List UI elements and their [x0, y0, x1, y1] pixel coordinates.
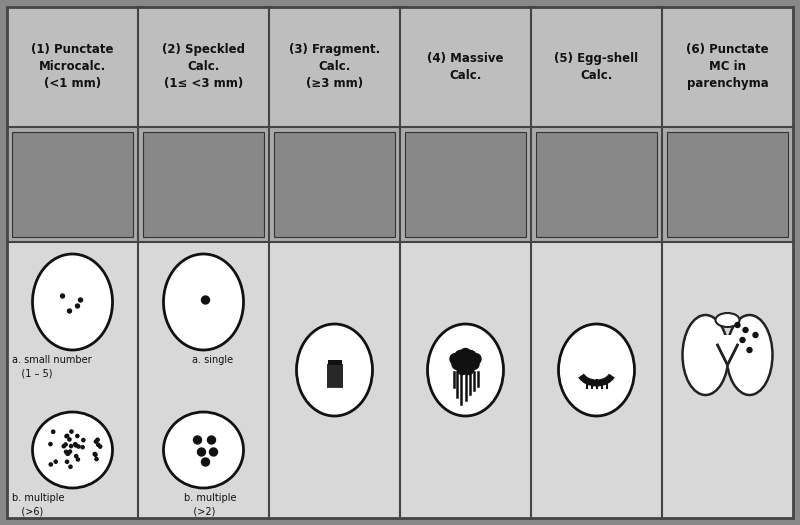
Circle shape	[70, 445, 73, 448]
Circle shape	[450, 353, 461, 364]
Circle shape	[93, 453, 96, 456]
Ellipse shape	[715, 313, 739, 327]
Text: (4) Massive
Calc.: (4) Massive Calc.	[427, 52, 504, 82]
Circle shape	[52, 430, 55, 433]
Circle shape	[66, 434, 69, 437]
Bar	[7, 7, 793, 127]
Circle shape	[194, 436, 202, 444]
Circle shape	[198, 448, 206, 456]
Circle shape	[81, 446, 84, 449]
Bar	[143, 132, 264, 237]
Ellipse shape	[558, 324, 634, 416]
Text: (2) Speckled
Calc.
(1≤ <3 mm): (2) Speckled Calc. (1≤ <3 mm)	[162, 44, 245, 90]
Circle shape	[75, 304, 79, 308]
Circle shape	[61, 294, 65, 298]
Circle shape	[463, 363, 474, 374]
Circle shape	[207, 436, 215, 444]
Polygon shape	[713, 335, 742, 365]
Text: (5) Egg-shell
Calc.: (5) Egg-shell Calc.	[554, 52, 638, 82]
Bar	[274, 132, 395, 237]
Circle shape	[97, 443, 100, 446]
Circle shape	[74, 443, 77, 446]
Circle shape	[753, 332, 758, 338]
Ellipse shape	[682, 315, 729, 395]
Circle shape	[77, 445, 80, 448]
Circle shape	[68, 450, 71, 453]
Circle shape	[76, 434, 79, 438]
Bar	[667, 132, 788, 237]
Circle shape	[54, 460, 58, 463]
Circle shape	[210, 448, 218, 456]
Circle shape	[76, 458, 79, 461]
Text: a. single: a. single	[191, 355, 233, 365]
Circle shape	[70, 430, 73, 433]
Circle shape	[202, 458, 210, 466]
Bar	[12, 132, 133, 237]
Circle shape	[62, 445, 66, 448]
Circle shape	[470, 353, 481, 364]
Circle shape	[65, 435, 68, 438]
Ellipse shape	[33, 412, 113, 488]
Circle shape	[747, 348, 752, 352]
Text: b. multiple
   (>2): b. multiple (>2)	[183, 493, 236, 516]
Ellipse shape	[163, 412, 243, 488]
Bar	[7, 127, 793, 242]
Ellipse shape	[427, 324, 503, 416]
Circle shape	[740, 338, 745, 342]
Circle shape	[78, 298, 82, 302]
Circle shape	[460, 356, 471, 368]
Circle shape	[98, 445, 102, 448]
Bar	[327, 360, 342, 365]
Circle shape	[49, 463, 52, 466]
Circle shape	[96, 438, 99, 442]
Circle shape	[457, 363, 468, 374]
Ellipse shape	[163, 254, 243, 350]
Text: b. multiple
   (>6): b. multiple (>6)	[12, 493, 65, 516]
Circle shape	[202, 296, 210, 304]
Text: (6) Punctate
MC in
parenchyma: (6) Punctate MC in parenchyma	[686, 44, 769, 90]
Circle shape	[68, 438, 71, 441]
Circle shape	[743, 328, 748, 332]
Circle shape	[82, 438, 85, 442]
Ellipse shape	[726, 315, 773, 395]
Circle shape	[64, 443, 67, 446]
Bar	[7, 242, 793, 518]
Circle shape	[735, 322, 740, 328]
Circle shape	[465, 351, 476, 362]
Circle shape	[66, 460, 69, 464]
Bar	[536, 132, 657, 237]
Circle shape	[49, 443, 52, 446]
Circle shape	[452, 359, 463, 370]
Text: (3) Fragment.
Calc.
(≥3 mm): (3) Fragment. Calc. (≥3 mm)	[289, 44, 380, 90]
Circle shape	[66, 452, 70, 455]
Circle shape	[69, 465, 72, 468]
Circle shape	[455, 351, 466, 362]
Circle shape	[94, 453, 97, 456]
Circle shape	[67, 309, 71, 313]
Text: a. small number
   (1 – 5): a. small number (1 – 5)	[12, 355, 92, 378]
Text: (1) Punctate
Microcalc.
(<1 mm): (1) Punctate Microcalc. (<1 mm)	[31, 44, 114, 90]
Circle shape	[460, 349, 471, 360]
Circle shape	[66, 452, 69, 455]
Circle shape	[94, 440, 98, 443]
Circle shape	[65, 450, 68, 454]
Bar	[405, 132, 526, 237]
Circle shape	[74, 444, 78, 447]
Ellipse shape	[33, 254, 113, 350]
Circle shape	[468, 359, 479, 370]
Circle shape	[74, 455, 78, 458]
Circle shape	[95, 457, 98, 460]
Ellipse shape	[297, 324, 373, 416]
